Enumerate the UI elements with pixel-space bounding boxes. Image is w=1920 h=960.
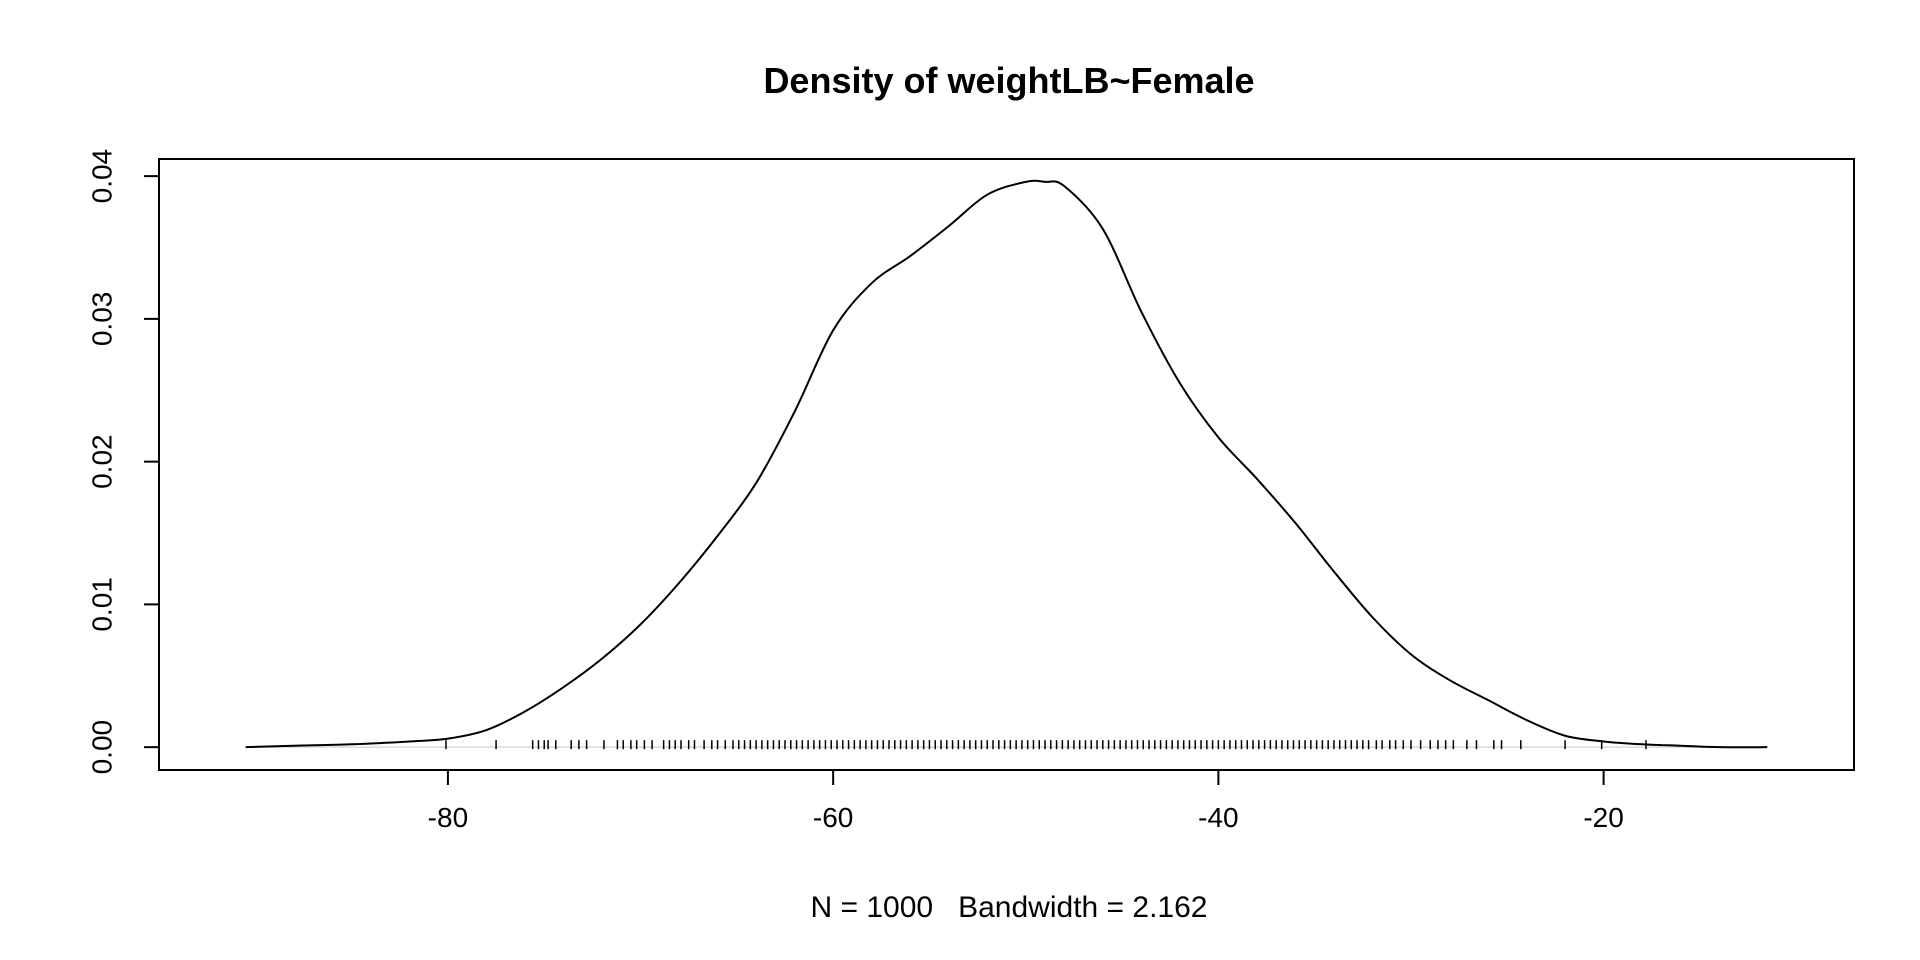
x-tick-label: -40 (1198, 802, 1238, 833)
chart-title: Density of weightLB~Female (763, 60, 1254, 101)
y-tick-label: 0.04 (86, 149, 117, 204)
rug-marks (445, 740, 1647, 750)
x-tick-label: -20 (1583, 802, 1623, 833)
y-tick-label: 0.01 (86, 577, 117, 632)
y-tick-label: 0.03 (86, 292, 117, 347)
x-axis: -80 -60 -40 -20 (428, 769, 1624, 833)
density-curve (245, 179, 1768, 749)
x-tick-label: -80 (428, 802, 468, 833)
x-tick-label: -60 (813, 802, 853, 833)
y-tick-label: 0.02 (86, 434, 117, 489)
y-tick-label: 0.00 (86, 720, 117, 775)
y-axis: 0.00 0.01 0.02 0.03 0.04 (86, 149, 160, 775)
plot-frame (158, 158, 1855, 771)
x-axis-label: N = 1000 Bandwidth = 2.162 (811, 891, 1208, 924)
